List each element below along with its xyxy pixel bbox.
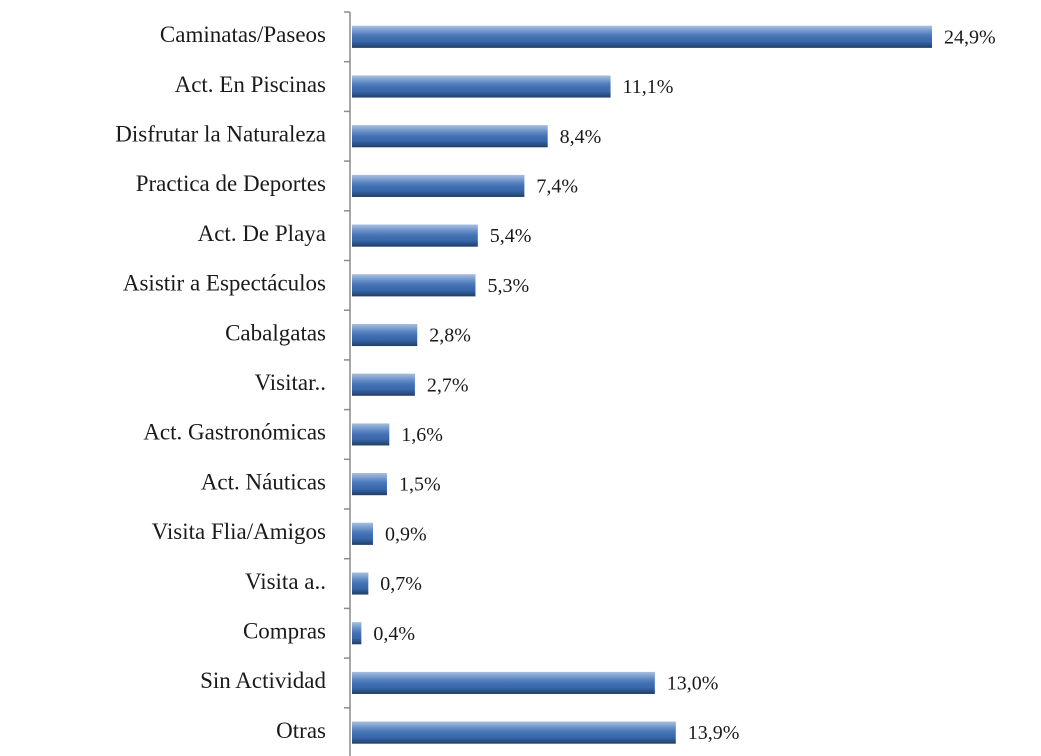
- category-label: Act. Náuticas: [201, 469, 326, 494]
- value-label: 0,9%: [385, 523, 427, 545]
- bar-shade: [352, 572, 369, 595]
- bar-shade: [352, 721, 676, 744]
- bar-shade: [352, 75, 611, 98]
- category-label: Otras: [276, 718, 326, 743]
- value-label: 1,5%: [399, 474, 441, 496]
- bar-shade: [352, 522, 373, 545]
- category-label: Sin Actividad: [200, 668, 326, 693]
- bar-shade: [352, 473, 387, 496]
- value-label: 7,4%: [536, 176, 578, 198]
- category-label: Visita a..: [245, 569, 326, 594]
- bar-shade: [352, 224, 478, 247]
- category-label: Caminatas/Paseos: [160, 22, 326, 47]
- value-label: 24,9%: [944, 26, 996, 48]
- value-label: 1,6%: [401, 424, 443, 446]
- category-label: Compras: [243, 619, 326, 644]
- value-label: 11,1%: [623, 76, 674, 98]
- category-label: Asistir a Espectáculos: [123, 271, 326, 296]
- bar-shade: [352, 622, 362, 645]
- category-label: Practica de Deportes: [136, 171, 326, 196]
- bar-shade: [352, 324, 418, 347]
- value-label: 0,4%: [373, 623, 415, 645]
- bar-shade: [352, 274, 476, 297]
- value-label: 5,4%: [490, 225, 532, 247]
- category-label: Cabalgatas: [225, 320, 326, 345]
- category-label: Disfrutar la Naturaleza: [115, 122, 326, 147]
- category-label: Visita Flia/Amigos: [152, 519, 326, 544]
- category-label: Act. En Piscinas: [175, 72, 326, 97]
- bar-shade: [352, 125, 548, 148]
- value-label: 0,7%: [380, 573, 422, 595]
- bar-shade: [352, 25, 932, 48]
- bar-shade: [352, 423, 390, 446]
- value-label: 13,0%: [667, 673, 719, 695]
- value-label: 13,9%: [688, 722, 740, 744]
- value-label: 8,4%: [560, 126, 602, 148]
- category-label: Act. De Playa: [198, 221, 326, 246]
- category-label: Act. Gastronómicas: [143, 420, 326, 445]
- value-label: 2,7%: [427, 374, 469, 396]
- bar-shade: [352, 174, 525, 197]
- category-label: Visitar..: [255, 370, 326, 395]
- bar-shade: [352, 373, 415, 396]
- value-label: 2,8%: [429, 325, 471, 347]
- value-label: 5,3%: [487, 275, 529, 297]
- bar-shade: [352, 671, 655, 694]
